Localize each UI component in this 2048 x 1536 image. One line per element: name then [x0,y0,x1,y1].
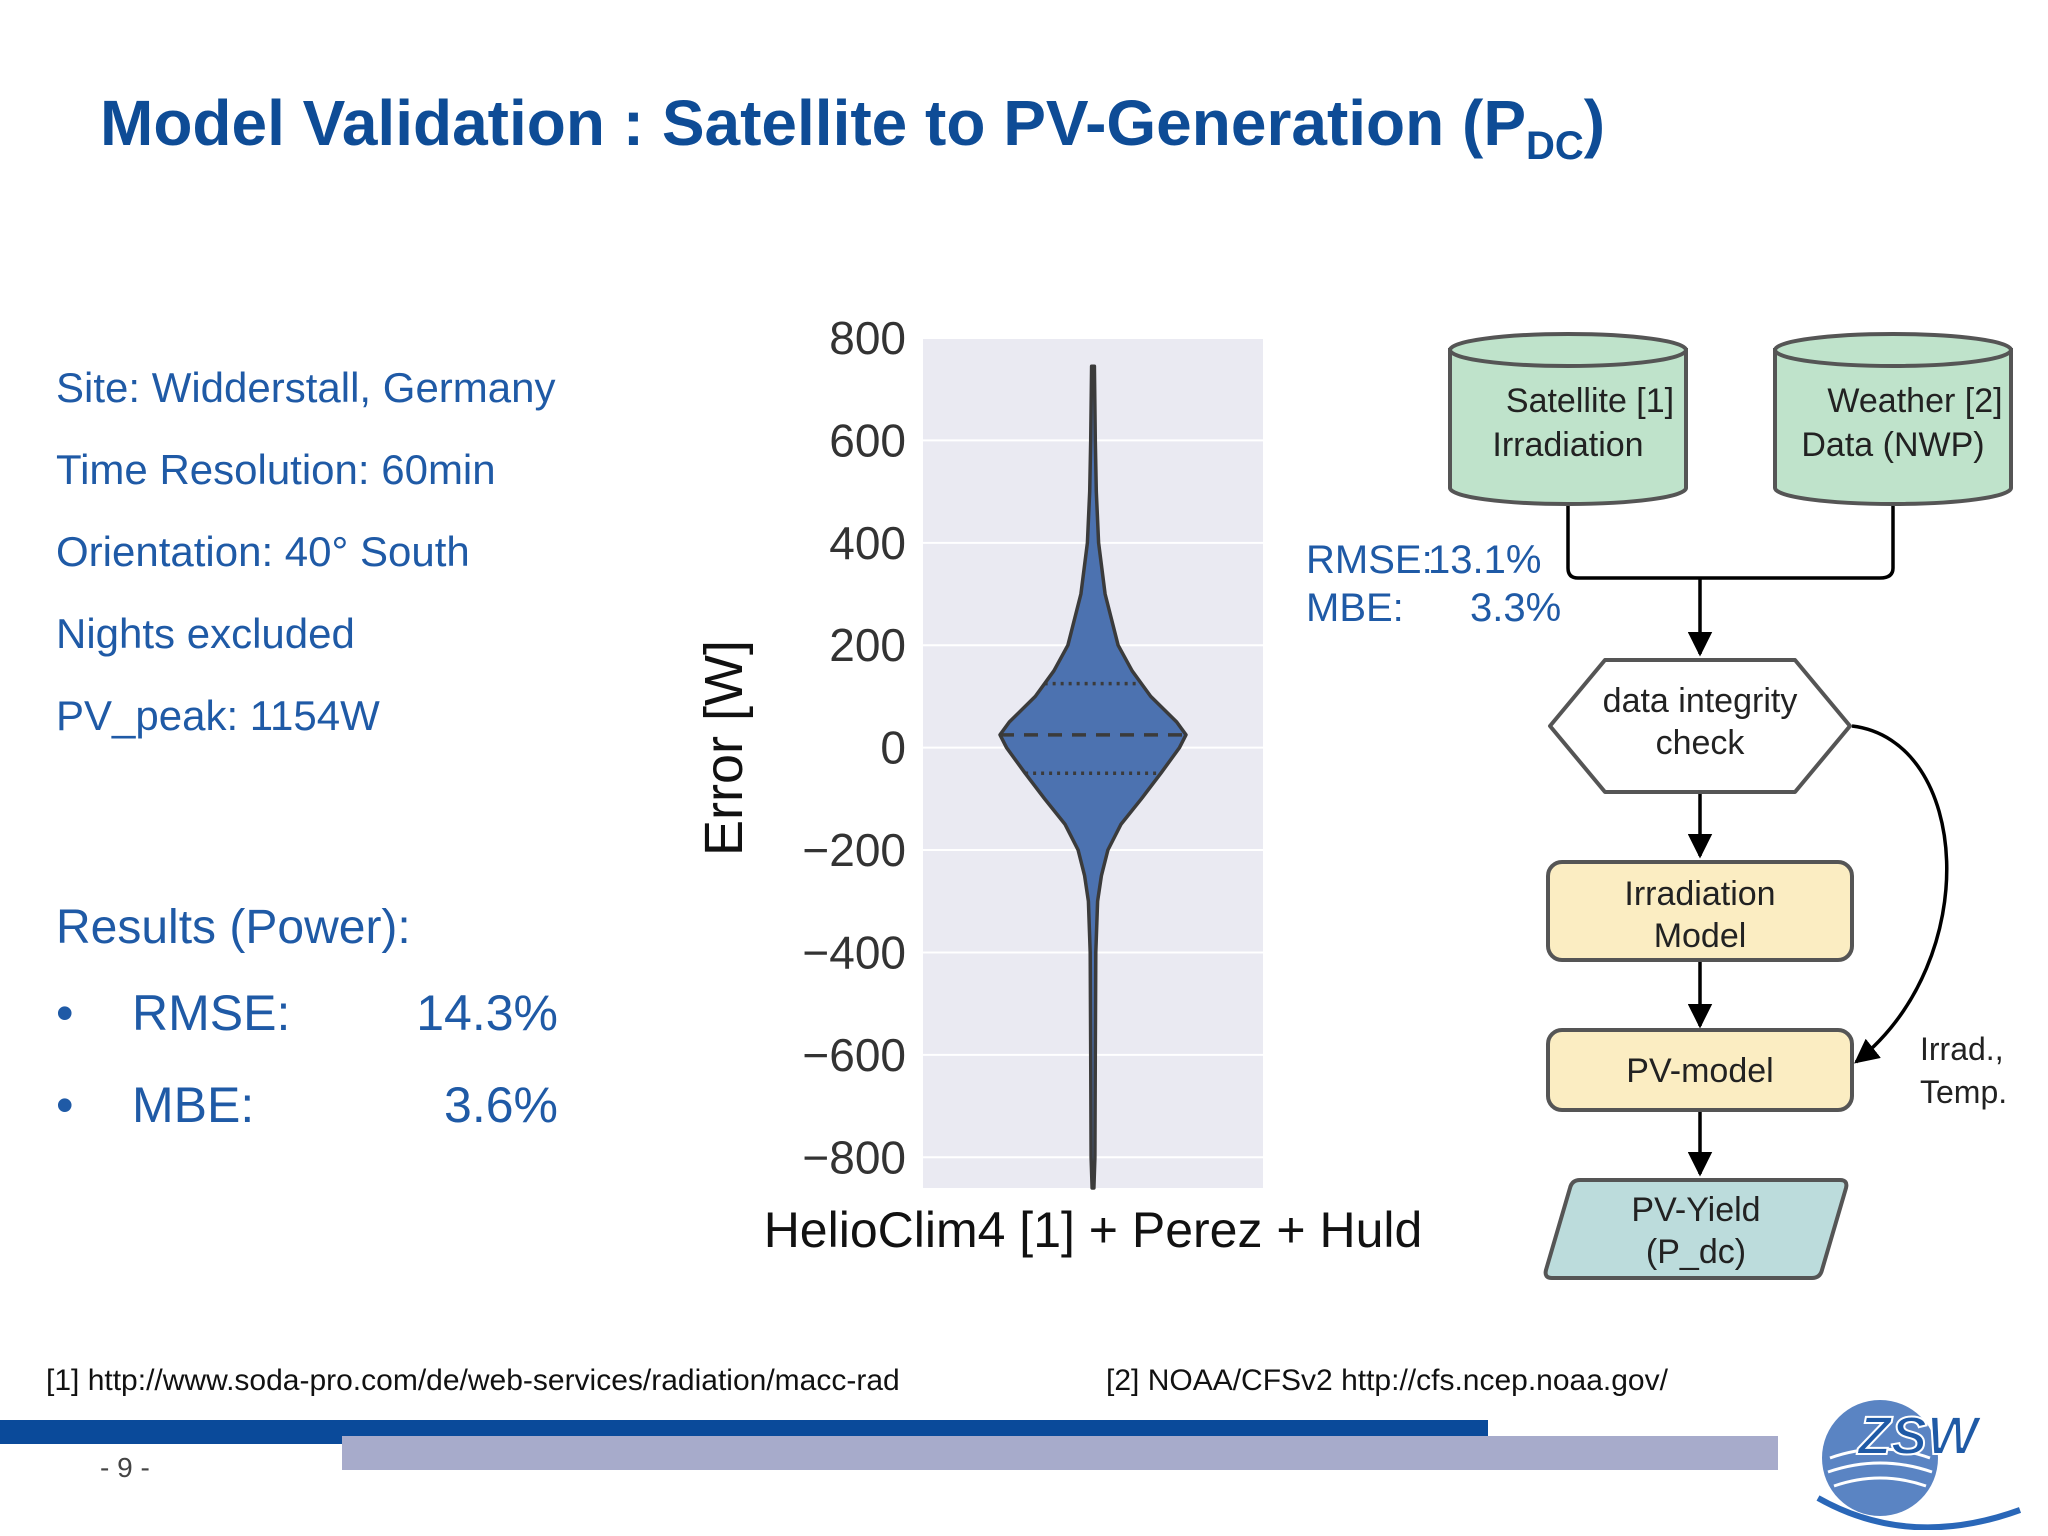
data-integrity-check-node: data integrity check [1548,658,1852,794]
weather-label-2: Data (NWP) [1801,426,1984,464]
flowchart: Satellite [1] Irradiation Weather [2] Da… [1448,332,2013,1280]
integrity-label-2: check [1656,724,1746,762]
irradiation-model-label-1: Irradiation [1624,875,1775,913]
info-time-resolution: Time Resolution: 60min [56,446,496,493]
zsw-logo: ZSW [1816,1400,2022,1530]
info-site: Site: Widderstall, Germany [56,364,556,411]
y-tick-label: 0 [880,722,906,774]
y-axis-label: Error [W] [694,640,754,856]
results-heading: Results (Power): [56,901,411,954]
results-rmse-row: • RMSE: 14.3% [56,984,576,1044]
y-tick-label: −800 [802,1131,906,1183]
y-tick-label: 800 [829,312,906,364]
weather-data-node: Weather [2] Data (NWP) [1773,332,2013,506]
y-tick-label: −600 [802,1029,906,1081]
pv-yield-node: PV-Yield (P_dc) [1543,1178,1849,1280]
side-connector [1851,724,1949,1064]
info-orientation: Orientation: 40° South [56,528,470,575]
irradiation-model-node: Irradiation Model [1546,860,1854,962]
y-tick-label: 600 [829,414,906,466]
side-label-1: Irrad., [1920,1031,2004,1067]
satellite-label-1: Satellite [1] [1506,382,1674,420]
y-tick-label: −200 [802,824,906,876]
flow-rmse-label: RMSE: [1306,538,1433,582]
mbe-label: MBE: [132,1077,255,1133]
svg-text:ZSW: ZSW [1856,1406,1982,1466]
flow-mbe-label: MBE: [1306,586,1404,630]
flow-mbe-value: 3.3% [1470,586,1562,630]
y-tick-label: −400 [802,926,906,978]
flow-mbe: MBE: 3.3% [1306,586,1606,634]
bullet: • [56,1077,74,1133]
weather-label-1: Weather [2] [1827,382,2002,420]
footer-band-grey [342,1436,1778,1470]
flow-rmse-value: 13.1% [1428,538,1542,582]
flow-rmse: RMSE: 13.1% [1306,538,1606,586]
violin-group [998,364,1188,1190]
pv-yield-label-1: PV-Yield [1631,1191,1760,1229]
reference-1: [1] http://www.soda-pro.com/de/web-servi… [46,1364,900,1397]
y-tick-label: 200 [829,619,906,671]
y-tick-labels: 800 600 400 200 0 −200 −400 −600 −800 [802,312,906,1183]
violin-body [998,364,1188,1190]
integrity-label-1: data integrity [1603,682,1798,720]
satellite-irradiation-node: Satellite [1] Irradiation [1448,332,1688,506]
pv-model-label: PV-model [1626,1052,1773,1090]
info-pv-peak: PV_peak: 1154W [56,692,380,739]
satellite-label-2: Irradiation [1492,426,1643,464]
side-label-2: Temp. [1920,1074,2007,1110]
x-axis-label: HelioClim4 [1] + Perez + Huld [764,1202,1423,1258]
page-number: - 9 - [100,1452,150,1483]
pv-yield-label-2: (P_dc) [1646,1233,1746,1271]
rmse-label: RMSE: [132,985,291,1041]
mbe-value: 3.6% [444,1077,558,1133]
info-nights: Nights excluded [56,610,355,657]
bullet: • [56,985,74,1041]
merge-connector [1566,506,1895,580]
slide-title: Model Validation : Satellite to PV-Gener… [100,87,1606,168]
rmse-value: 14.3% [416,985,558,1041]
pv-model-node: PV-model [1546,1028,1854,1112]
reference-2: [2] NOAA/CFSv2 http://cfs.ncep.noaa.gov/ [1106,1364,1668,1397]
irradiation-model-label-2: Model [1654,917,1747,955]
results-mbe-row: • MBE: 3.6% [56,1076,576,1136]
y-tick-label: 400 [829,517,906,569]
